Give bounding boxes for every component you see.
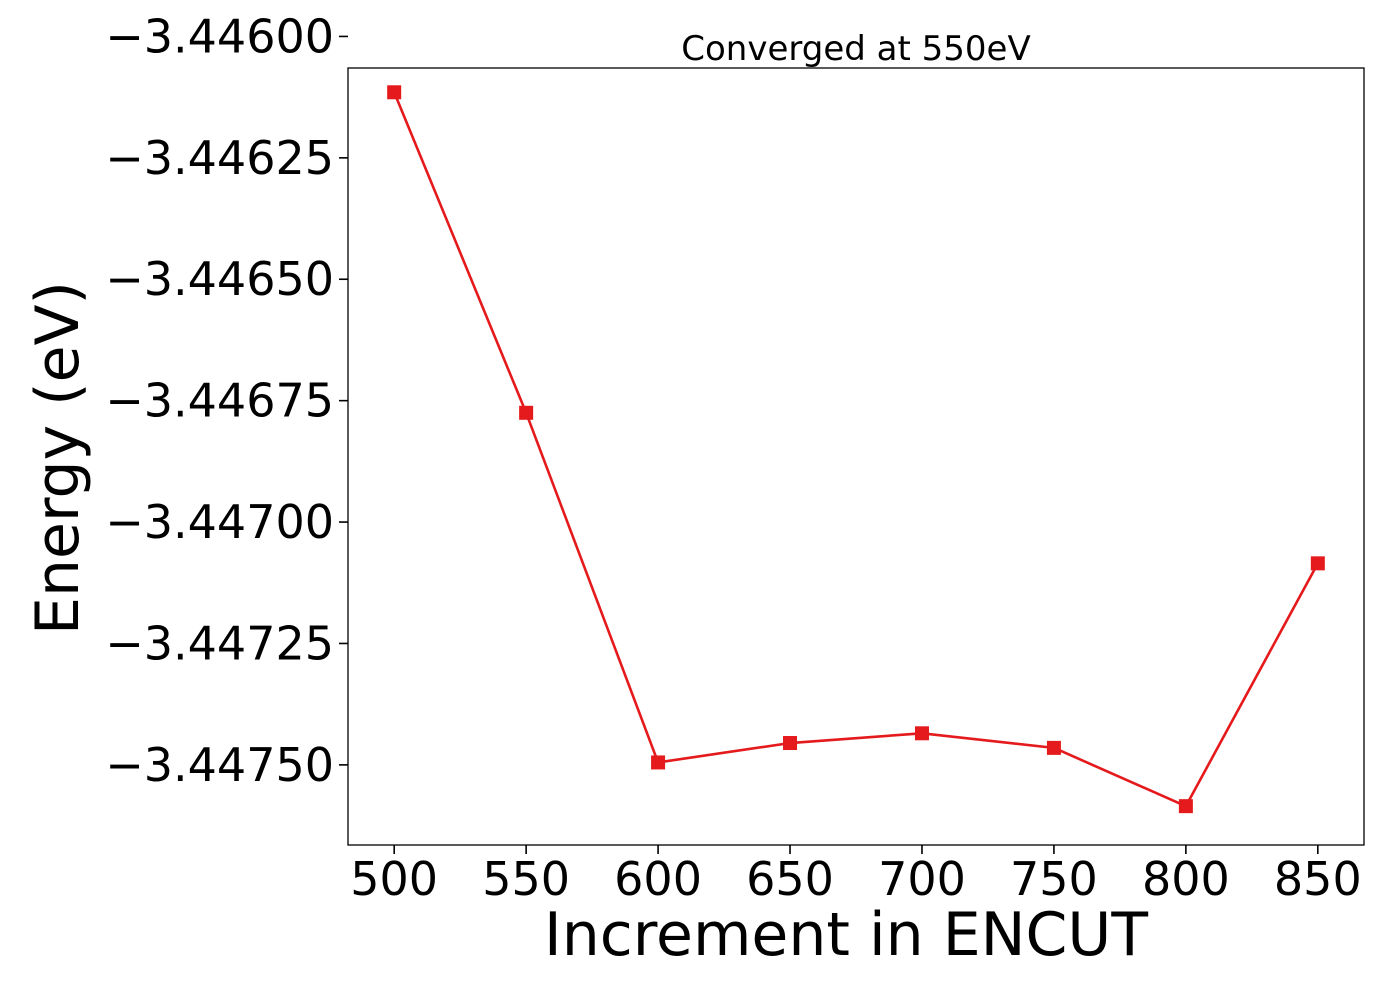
x-tick-label: 650 — [746, 852, 834, 906]
data-point-marker — [1046, 740, 1061, 755]
x-axis-ticks: 500 550 600 650 700 750 800 850 — [350, 845, 1362, 906]
x-axis-label: Increment in ENCUT — [544, 900, 1148, 970]
data-point-marker — [1310, 556, 1325, 571]
data-point-marker — [387, 85, 402, 100]
data-point-marker — [519, 405, 534, 420]
y-tick-label: −3.44700 — [105, 495, 334, 549]
x-tick-label: 500 — [350, 852, 438, 906]
x-tick-label: 600 — [614, 852, 702, 906]
y-tick-label: −3.44625 — [105, 131, 334, 185]
y-axis-label: Energy (eV) — [23, 281, 93, 635]
y-tick-label: −3.44675 — [105, 374, 334, 428]
chart-title: Converged at 550eV — [681, 29, 1030, 69]
y-tick-label: −3.44750 — [105, 738, 334, 792]
y-tick-label: −3.44600 — [105, 9, 334, 63]
data-point-marker — [783, 736, 798, 751]
data-point-marker — [914, 726, 929, 741]
y-axis-ticks: −3.44600 −3.44625 −3.44650 −3.44675 −3.44700… — [105, 9, 348, 792]
x-tick-label: 550 — [482, 852, 570, 906]
y-tick-label: −3.44650 — [105, 252, 334, 306]
data-point-marker — [1178, 799, 1193, 814]
series-line — [392, 91, 1319, 808]
plot-area-frame — [347, 67, 1365, 846]
x-tick-label: 800 — [1142, 852, 1230, 906]
series-layer — [387, 85, 1325, 814]
y-tick-label: −3.44725 — [105, 616, 334, 670]
data-point-marker — [651, 755, 666, 770]
x-tick-label: 750 — [1010, 852, 1098, 906]
x-tick-label: 850 — [1274, 852, 1362, 906]
x-tick-label: 700 — [878, 852, 966, 906]
